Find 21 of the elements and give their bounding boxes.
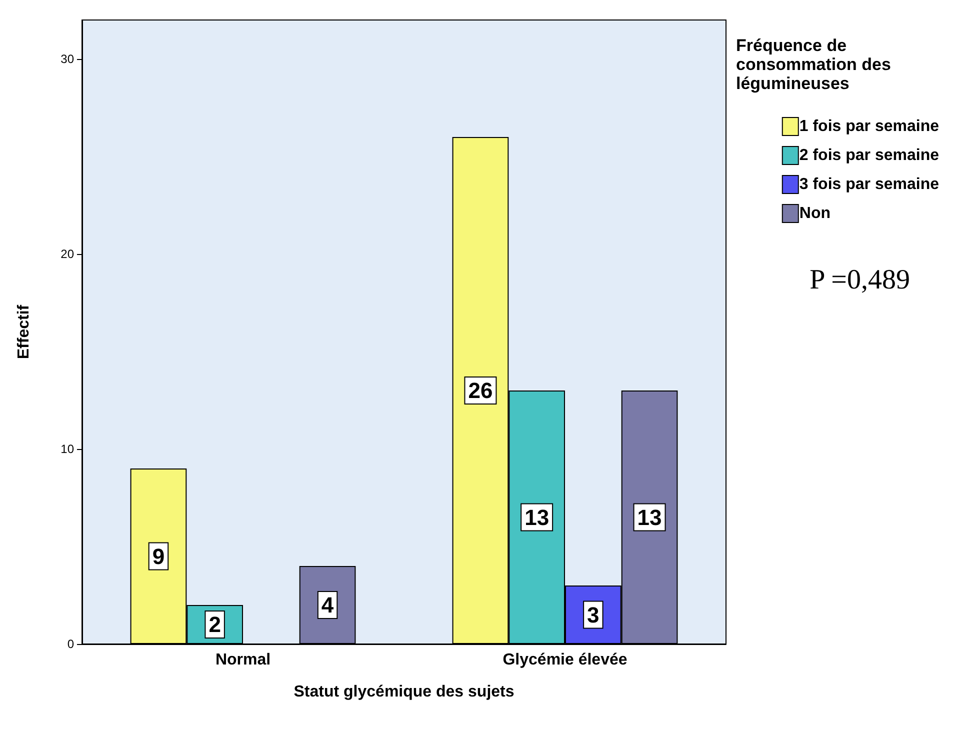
data-label: 13 (637, 504, 662, 530)
y-tick-label: 30 (60, 52, 74, 66)
y-axis-title: Effectif (16, 304, 32, 360)
y-tick-label: 0 (67, 637, 74, 651)
data-label: 26 (468, 378, 493, 403)
legend-label: Non (799, 205, 830, 222)
data-label: 4 (321, 592, 334, 618)
text: P =0,489 (810, 264, 910, 296)
y-tick-label: 10 (60, 442, 74, 456)
data-label: 3 (587, 602, 600, 628)
legend-title: Fréquence de consommation des légumineuses (736, 36, 896, 93)
data-label: 2 (208, 612, 221, 637)
y-tick-label: 20 (60, 247, 74, 261)
data-label: 9 (152, 544, 165, 569)
data-label: 13 (524, 504, 550, 530)
legend-label: 3 fois par semaine (799, 176, 940, 193)
legend-label: 2 fois par semaine (799, 147, 940, 164)
x-axis-title: Statut glycémique des sujets (294, 684, 514, 700)
x-tick-label: Glycémie élevée (502, 652, 628, 668)
x-tick-label: Normal (215, 652, 271, 668)
legend-label: 1 fois par semaine (799, 118, 940, 135)
